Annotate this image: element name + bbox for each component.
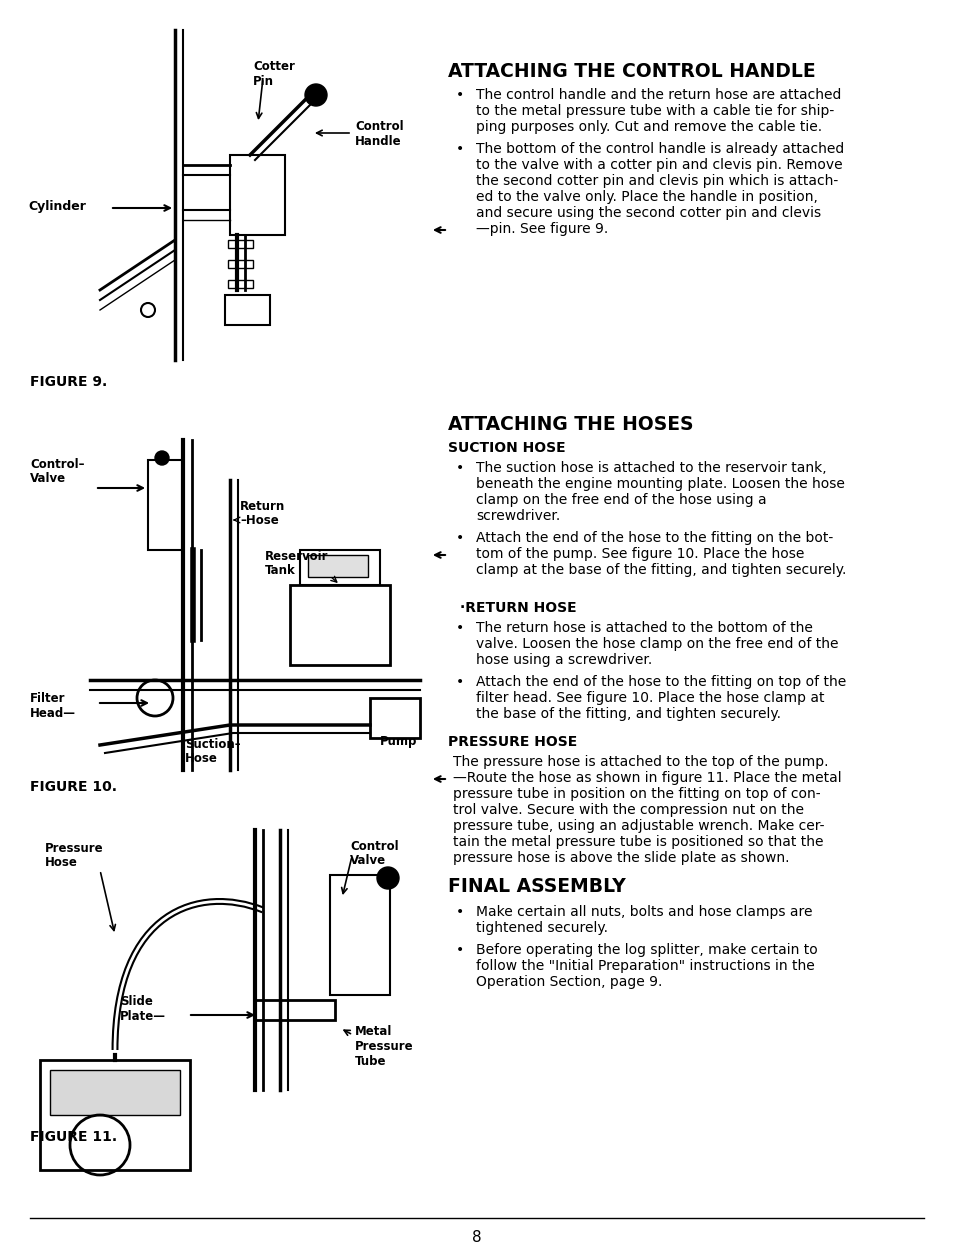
Text: 8: 8 — [472, 1230, 481, 1245]
Text: •: • — [456, 621, 464, 635]
Text: The control handle and the return hose are attached: The control handle and the return hose a… — [476, 88, 841, 102]
Text: follow the "Initial Preparation" instructions in the: follow the "Initial Preparation" instruc… — [476, 959, 814, 973]
Text: FIGURE 10.: FIGURE 10. — [30, 780, 117, 794]
Bar — [148, 460, 183, 549]
Text: the second cotter pin and clevis pin which is attach-: the second cotter pin and clevis pin whi… — [476, 174, 838, 188]
Text: Reservoir: Reservoir — [265, 549, 328, 563]
Text: –Hose: –Hose — [240, 515, 278, 527]
Text: Hose: Hose — [45, 856, 78, 868]
Text: the base of the fitting, and tighten securely.: the base of the fitting, and tighten sec… — [476, 706, 781, 721]
Text: Control: Control — [350, 840, 398, 854]
Text: PRESSURE HOSE: PRESSURE HOSE — [448, 735, 577, 749]
Text: •: • — [456, 943, 464, 957]
Text: •: • — [456, 461, 464, 475]
Text: •: • — [456, 675, 464, 689]
Text: The pressure hose is attached to the top of the pump.: The pressure hose is attached to the top… — [453, 755, 827, 769]
Text: ed to the valve only. Place the handle in position,: ed to the valve only. Place the handle i… — [476, 189, 817, 204]
Text: clamp at the base of the fitting, and tighten securely.: clamp at the base of the fitting, and ti… — [476, 563, 845, 577]
Text: ·RETURN HOSE: ·RETURN HOSE — [459, 601, 576, 616]
Text: FIGURE 11.: FIGURE 11. — [30, 1130, 117, 1144]
Text: Handle: Handle — [355, 135, 401, 148]
Text: Cotter: Cotter — [253, 60, 294, 74]
Text: beneath the engine mounting plate. Loosen the hose: beneath the engine mounting plate. Loose… — [476, 477, 844, 491]
Text: —Route the hose as shown in figure 11. Place the metal: —Route the hose as shown in figure 11. P… — [453, 771, 841, 785]
Text: Metal: Metal — [355, 1025, 392, 1038]
Text: tain the metal pressure tube is positioned so that the: tain the metal pressure tube is position… — [453, 835, 822, 849]
Text: to the valve with a cotter pin and clevis pin. Remove: to the valve with a cotter pin and clevi… — [476, 158, 841, 172]
Text: Tube: Tube — [355, 1055, 386, 1068]
Bar — [308, 554, 368, 577]
Text: Control–: Control– — [30, 459, 85, 471]
Text: clamp on the free end of the hose using a: clamp on the free end of the hose using … — [476, 493, 766, 507]
Text: filter head. See figure 10. Place the hose clamp at: filter head. See figure 10. Place the ho… — [476, 692, 823, 705]
Text: hose using a screwdriver.: hose using a screwdriver. — [476, 653, 652, 667]
Text: pressure tube in position on the fitting on top of con-: pressure tube in position on the fitting… — [453, 787, 820, 801]
Text: The return hose is attached to the bottom of the: The return hose is attached to the botto… — [476, 621, 812, 635]
Text: SUCTION HOSE: SUCTION HOSE — [448, 441, 565, 455]
Text: Slide: Slide — [120, 996, 152, 1008]
Bar — [299, 549, 379, 586]
Text: •: • — [456, 142, 464, 156]
Bar — [290, 586, 390, 665]
Text: screwdriver.: screwdriver. — [476, 510, 559, 523]
Text: Filter: Filter — [30, 692, 66, 705]
Text: tom of the pump. See figure 10. Place the hose: tom of the pump. See figure 10. Place th… — [476, 547, 803, 561]
Text: Operation Section, page 9.: Operation Section, page 9. — [476, 976, 661, 989]
Bar — [230, 155, 285, 235]
Bar — [370, 698, 419, 738]
Text: pressure hose is above the slide plate as shown.: pressure hose is above the slide plate a… — [453, 851, 789, 865]
Circle shape — [305, 83, 327, 106]
Text: Pressure: Pressure — [45, 842, 104, 855]
Text: Valve: Valve — [350, 854, 386, 867]
Circle shape — [376, 867, 398, 888]
Text: Control: Control — [355, 120, 403, 133]
Text: The bottom of the control handle is already attached: The bottom of the control handle is alre… — [476, 142, 843, 156]
Text: valve. Loosen the hose clamp on the free end of the: valve. Loosen the hose clamp on the free… — [476, 637, 838, 650]
Text: ATTACHING THE HOSES: ATTACHING THE HOSES — [448, 415, 693, 434]
Text: —pin. See figure 9.: —pin. See figure 9. — [476, 222, 608, 235]
Text: Pump: Pump — [379, 735, 416, 748]
Bar — [330, 875, 390, 996]
Bar — [40, 1060, 190, 1170]
Text: •: • — [456, 88, 464, 102]
Text: Hose: Hose — [185, 753, 217, 765]
Text: Suction–: Suction– — [185, 738, 240, 751]
Text: and secure using the second cotter pin and clevis: and secure using the second cotter pin a… — [476, 206, 821, 221]
Circle shape — [154, 451, 169, 465]
Bar — [228, 260, 253, 268]
Bar — [228, 280, 253, 288]
Text: Tank: Tank — [265, 564, 295, 577]
Text: •: • — [456, 905, 464, 920]
Bar — [228, 240, 253, 248]
Bar — [225, 295, 270, 325]
Text: Make certain all nuts, bolts and hose clamps are: Make certain all nuts, bolts and hose cl… — [476, 905, 812, 920]
Text: trol valve. Secure with the compression nut on the: trol valve. Secure with the compression … — [453, 802, 803, 817]
Text: Attach the end of the hose to the fitting on the bot-: Attach the end of the hose to the fittin… — [476, 531, 832, 545]
Text: Plate—: Plate— — [120, 1011, 166, 1023]
Text: Attach the end of the hose to the fitting on top of the: Attach the end of the hose to the fittin… — [476, 675, 845, 689]
Text: Pressure: Pressure — [355, 1040, 414, 1053]
Bar — [254, 1001, 335, 1020]
Text: tightened securely.: tightened securely. — [476, 921, 607, 934]
Text: •: • — [456, 531, 464, 545]
Text: to the metal pressure tube with a cable tie for ship-: to the metal pressure tube with a cable … — [476, 103, 833, 118]
Text: ping purposes only. Cut and remove the cable tie.: ping purposes only. Cut and remove the c… — [476, 120, 821, 135]
Text: FINAL ASSEMBLY: FINAL ASSEMBLY — [448, 877, 625, 896]
Text: Head—: Head— — [30, 706, 76, 720]
Text: Valve: Valve — [30, 472, 66, 485]
Text: Before operating the log splitter, make certain to: Before operating the log splitter, make … — [476, 943, 817, 957]
Text: FIGURE 9.: FIGURE 9. — [30, 375, 107, 389]
Text: ATTACHING THE CONTROL HANDLE: ATTACHING THE CONTROL HANDLE — [448, 62, 815, 81]
Text: pressure tube, using an adjustable wrench. Make cer-: pressure tube, using an adjustable wrenc… — [453, 819, 823, 834]
Text: Pin: Pin — [253, 75, 274, 88]
Text: Return: Return — [240, 500, 285, 513]
Text: The suction hose is attached to the reservoir tank,: The suction hose is attached to the rese… — [476, 461, 825, 475]
Text: Cylinder: Cylinder — [28, 201, 86, 213]
Bar — [50, 1070, 180, 1115]
